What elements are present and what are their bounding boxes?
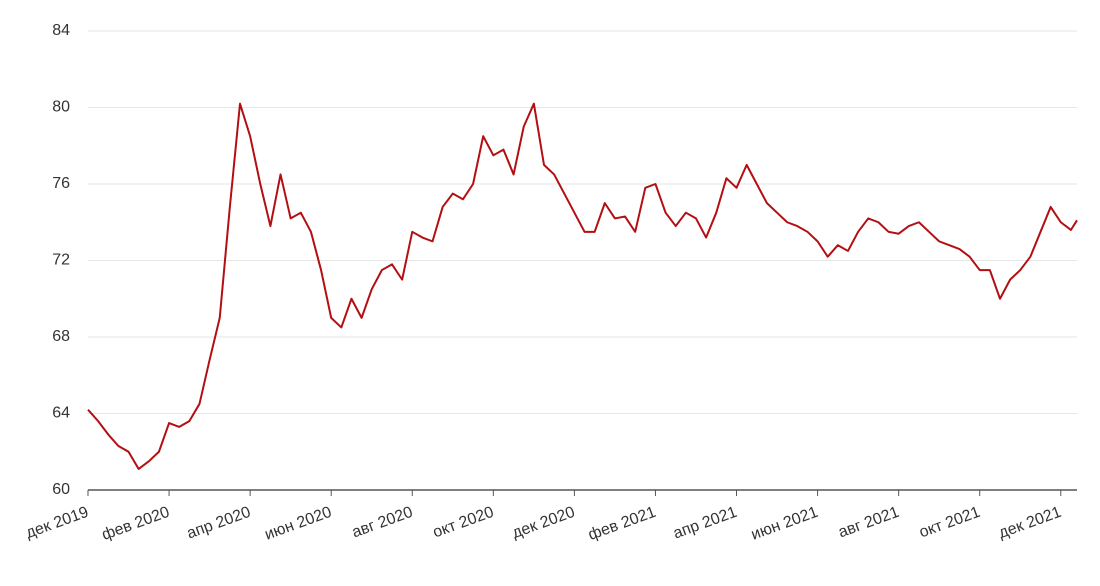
x-tick-label: июн 2020 bbox=[263, 504, 335, 544]
y-tick-label: 68 bbox=[52, 328, 70, 345]
y-tick-label: 64 bbox=[52, 405, 70, 422]
x-tick-label: фев 2021 bbox=[586, 504, 658, 544]
x-tick-label: апр 2021 bbox=[671, 504, 739, 543]
x-tick-label: дек 2020 bbox=[510, 504, 577, 542]
y-tick-label: 84 bbox=[52, 22, 70, 39]
y-tick-label: 76 bbox=[52, 175, 70, 192]
y-tick-label: 80 bbox=[52, 99, 70, 116]
y-tick-label: 72 bbox=[52, 252, 70, 269]
y-tick-label: 60 bbox=[52, 481, 70, 498]
x-tick-label: дек 2021 bbox=[996, 504, 1063, 542]
x-tick-label: авг 2021 bbox=[836, 504, 901, 542]
x-tick-label: июн 2021 bbox=[749, 504, 821, 544]
x-tick-label: окт 2021 bbox=[917, 504, 983, 542]
x-tick-label: фев 2020 bbox=[100, 504, 172, 544]
x-tick-label: дек 2019 bbox=[24, 504, 91, 542]
x-tick-label: апр 2020 bbox=[185, 504, 253, 543]
x-tick-label: окт 2020 bbox=[431, 504, 497, 542]
x-tick-label: авг 2020 bbox=[350, 504, 415, 542]
line bbox=[87, 102, 1078, 470]
